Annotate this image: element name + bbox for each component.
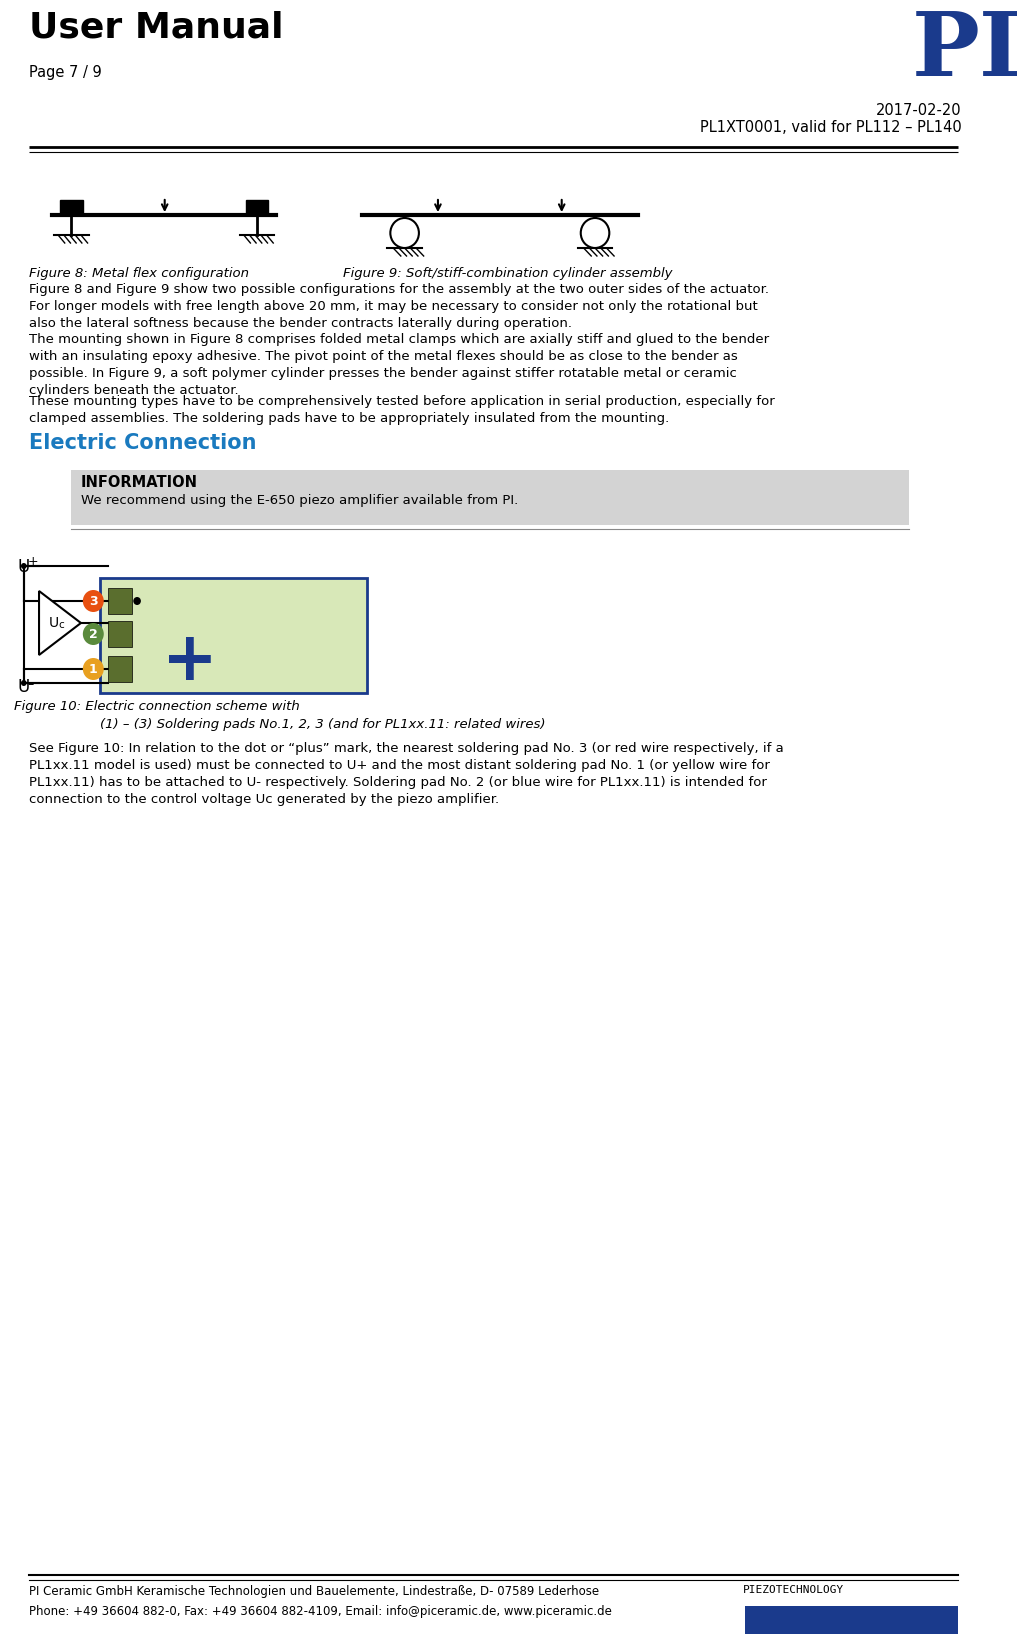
Bar — [71, 471, 910, 525]
Bar — [108, 588, 133, 614]
Text: PL1XT0001, valid for PL112 – PL140: PL1XT0001, valid for PL112 – PL140 — [700, 119, 961, 136]
Text: Figure 9: Soft/stiff-combination cylinder assembly: Figure 9: Soft/stiff-combination cylinde… — [343, 266, 672, 279]
Bar — [99, 578, 367, 693]
Text: +: + — [28, 556, 38, 569]
Text: PI: PI — [912, 8, 1023, 95]
Text: (1) – (3) Soldering pads No.1, 2, 3 (and for PL1xx.11: related wires): (1) – (3) Soldering pads No.1, 2, 3 (and… — [99, 717, 546, 730]
Text: We recommend using the E-650 piezo amplifier available from PI.: We recommend using the E-650 piezo ampli… — [81, 493, 518, 507]
Bar — [246, 199, 268, 216]
Text: U: U — [18, 557, 29, 577]
Circle shape — [83, 623, 104, 645]
Polygon shape — [39, 592, 81, 655]
Text: 1: 1 — [89, 662, 97, 675]
Circle shape — [391, 217, 419, 248]
Text: See Figure 10: In relation to the dot or “plus” mark, the nearest soldering pad : See Figure 10: In relation to the dot or… — [29, 742, 783, 806]
Text: Figure 8: Metal flex configuration: Figure 8: Metal flex configuration — [29, 266, 249, 279]
Text: PI Ceramic GmbH Keramische Technologien und Bauelemente, Lindestraße, D- 07589 L: PI Ceramic GmbH Keramische Technologien … — [29, 1585, 599, 1598]
Bar — [745, 1606, 957, 1634]
Text: Figure 8 and Figure 9 show two possible configurations for the assembly at the t: Figure 8 and Figure 9 show two possible … — [29, 283, 769, 330]
Circle shape — [83, 659, 104, 680]
Bar — [108, 621, 133, 647]
Circle shape — [134, 596, 141, 605]
Text: These mounting types have to be comprehensively tested before application in ser: These mounting types have to be comprehe… — [29, 395, 774, 425]
Text: The mounting shown in Figure 8 comprises folded metal clamps which are axially s: The mounting shown in Figure 8 comprises… — [29, 333, 769, 397]
Bar — [108, 655, 133, 681]
Text: c: c — [58, 619, 64, 631]
Text: 3: 3 — [89, 595, 97, 608]
Circle shape — [21, 680, 27, 686]
Bar — [60, 199, 83, 216]
Text: Phone: +49 36604 882-0, Fax: +49 36604 882-4109, Email: info@piceramic.de, www.p: Phone: +49 36604 882-0, Fax: +49 36604 8… — [29, 1605, 611, 1618]
Text: U: U — [49, 616, 59, 631]
Circle shape — [83, 590, 104, 613]
Circle shape — [581, 217, 609, 248]
Text: 2017-02-20: 2017-02-20 — [876, 103, 961, 118]
Text: Figure 10: Electric connection scheme with: Figure 10: Electric connection scheme wi… — [15, 699, 300, 712]
Text: +: + — [162, 627, 218, 694]
Text: –: – — [28, 678, 34, 691]
Text: User Manual: User Manual — [29, 10, 283, 44]
Circle shape — [21, 564, 27, 569]
Text: INFORMATION: INFORMATION — [81, 475, 198, 490]
Text: Page 7 / 9: Page 7 / 9 — [29, 65, 102, 80]
Text: 2: 2 — [89, 627, 97, 641]
Text: Electric Connection: Electric Connection — [29, 433, 256, 453]
Text: U: U — [18, 678, 29, 696]
Text: PIEZOTECHNOLOGY: PIEZOTECHNOLOGY — [743, 1585, 844, 1595]
